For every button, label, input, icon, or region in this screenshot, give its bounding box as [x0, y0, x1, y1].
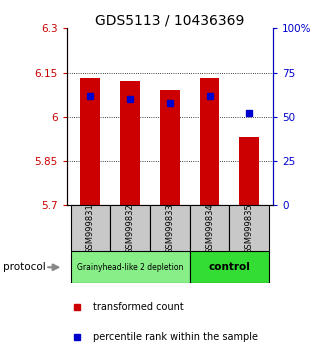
Bar [160, 90, 180, 205]
Title: GDS5113 / 10436369: GDS5113 / 10436369 [95, 13, 244, 27]
Text: GSM999835: GSM999835 [245, 203, 254, 254]
Text: protocol: protocol [3, 262, 46, 272]
Text: GSM999831: GSM999831 [86, 203, 95, 254]
Bar [229, 205, 269, 251]
Bar [71, 251, 190, 283]
Text: transformed count: transformed count [93, 302, 183, 312]
Bar [120, 81, 140, 205]
Text: GSM999833: GSM999833 [165, 203, 174, 254]
Text: GSM999832: GSM999832 [126, 203, 135, 254]
Bar [81, 79, 100, 205]
Bar [110, 205, 150, 251]
Bar [239, 137, 259, 205]
Text: control: control [208, 262, 250, 272]
Bar [190, 205, 229, 251]
Bar [190, 251, 269, 283]
Bar [150, 205, 190, 251]
Text: Grainyhead-like 2 depletion: Grainyhead-like 2 depletion [77, 263, 183, 272]
Text: percentile rank within the sample: percentile rank within the sample [93, 332, 257, 342]
Bar [71, 205, 110, 251]
Text: GSM999834: GSM999834 [205, 203, 214, 254]
Bar [199, 79, 219, 205]
